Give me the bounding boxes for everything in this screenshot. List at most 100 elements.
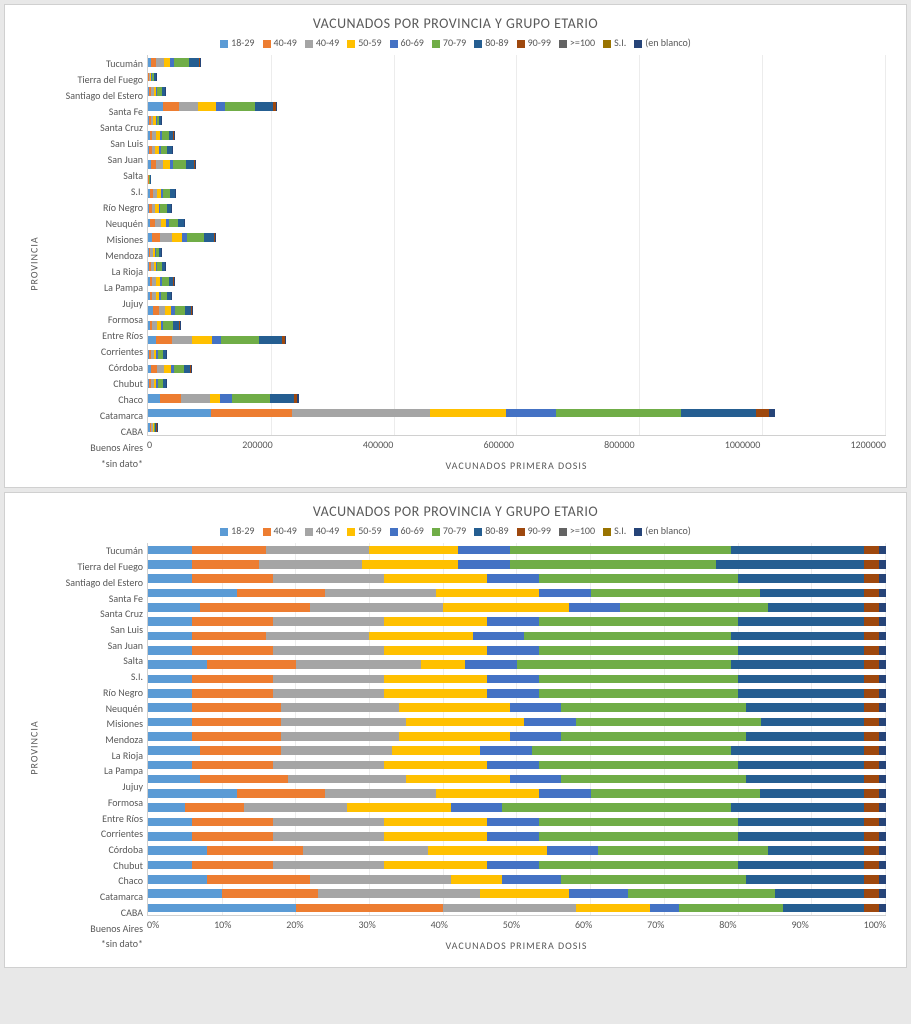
- bar-segment: [318, 889, 480, 898]
- x-tick-label: 50%: [503, 918, 520, 931]
- stacked-bar: [148, 189, 176, 198]
- legend-item: S.I.: [603, 36, 626, 49]
- legend-swatch: [305, 40, 313, 48]
- bar-row: [148, 772, 886, 786]
- stacked-bar: [148, 175, 151, 184]
- y-tick-label: Río Negro: [43, 686, 143, 699]
- bar-segment: [273, 861, 384, 870]
- y-tick-label: Córdoba: [43, 843, 143, 856]
- bar-segment: [879, 718, 886, 727]
- y-tick-label: La Rioja: [43, 749, 143, 762]
- x-axis-title: VACUNADOS PRIMERA DOSIS: [147, 459, 886, 472]
- bar-segment: [879, 574, 886, 583]
- bar-segment: [864, 689, 879, 698]
- bar-segment: [561, 875, 746, 884]
- bar-segment: [159, 306, 166, 315]
- bar-row: [148, 289, 886, 304]
- stacked-bar: [148, 131, 174, 140]
- bar-segment: [864, 846, 879, 855]
- bar-segment: [864, 703, 879, 712]
- bar-segment: [879, 904, 886, 913]
- y-tick-label: Buenos Aires: [43, 922, 143, 935]
- bar-row: [148, 260, 886, 275]
- bar-segment: [175, 306, 185, 315]
- bars-container: [148, 55, 886, 435]
- bar-segment: [506, 409, 556, 418]
- bar-segment: [148, 660, 207, 669]
- bar-row: [148, 157, 886, 172]
- bar-row: [148, 786, 886, 800]
- y-tick-label: Jujuy: [43, 780, 143, 793]
- bar-segment: [598, 846, 768, 855]
- bar-segment: [216, 102, 225, 111]
- bar-segment: [864, 875, 879, 884]
- bar-segment: [399, 732, 510, 741]
- bar-segment: [864, 560, 879, 569]
- y-tick-label: San Luis: [43, 137, 143, 150]
- bar-segment: [879, 846, 886, 855]
- bar-segment: [731, 746, 864, 755]
- bar-segment: [192, 703, 281, 712]
- stacked-bar: [148, 904, 886, 913]
- bar-segment: [273, 832, 384, 841]
- legend-swatch: [390, 528, 398, 536]
- bar-row: [148, 672, 886, 686]
- bar-segment: [731, 546, 864, 555]
- bar-row: [148, 829, 886, 843]
- y-axis-title: PROVINCIA: [28, 236, 41, 290]
- bar-segment: [561, 775, 746, 784]
- y-tick-label: Santa Fe: [43, 105, 143, 118]
- stacked-bar: [148, 718, 886, 727]
- bar-row: [148, 858, 886, 872]
- stacked-bar: [148, 875, 886, 884]
- y-tick-label: Tierra del Fuego: [43, 73, 143, 86]
- legend-item: 90-99: [517, 524, 551, 537]
- bar-segment: [879, 775, 886, 784]
- bar-segment: [200, 746, 281, 755]
- stacked-bar: [148, 832, 886, 841]
- legend-swatch: [603, 528, 611, 536]
- y-tick-label: Salta: [43, 169, 143, 182]
- bar-row: [148, 715, 886, 729]
- bar-segment: [539, 818, 738, 827]
- chart-body: PROVINCIA TucumánTierra del FuegoSantiag…: [25, 543, 886, 952]
- y-tick-label: Chubut: [43, 377, 143, 390]
- bar-segment: [406, 775, 509, 784]
- bar-segment: [756, 409, 769, 418]
- bar-segment: [148, 589, 237, 598]
- bar-segment: [760, 589, 863, 598]
- stacked-bar: [148, 321, 180, 330]
- bar-segment: [539, 789, 591, 798]
- x-axis-ticks: 020000040000060000080000010000001200000: [147, 438, 886, 451]
- x-tick-label: 60%: [575, 918, 592, 931]
- y-tick-label: Santiago del Estero: [43, 89, 143, 102]
- bar-segment: [879, 689, 886, 698]
- bar-segment: [510, 703, 562, 712]
- legend-swatch: [305, 528, 313, 536]
- bar-segment: [487, 761, 539, 770]
- bar-row: [148, 801, 886, 815]
- y-tick-label: Catamarca: [43, 409, 143, 422]
- bar-segment: [384, 818, 487, 827]
- y-axis-title-wrap: PROVINCIA: [25, 55, 43, 472]
- bar-segment: [384, 617, 487, 626]
- bar-row: [148, 362, 886, 377]
- bar-segment: [225, 102, 255, 111]
- bar-segment: [169, 219, 178, 228]
- stacked-bar: [148, 204, 171, 213]
- bar-segment: [172, 233, 183, 242]
- stacked-bar: [148, 689, 886, 698]
- bar-segment: [148, 632, 192, 641]
- bar-row: [148, 245, 886, 260]
- stacked-bar: [148, 560, 886, 569]
- y-tick-label: Catamarca: [43, 890, 143, 903]
- bar-segment: [148, 732, 192, 741]
- x-axis-ticks: 0%10%20%30%40%50%60%70%80%90%100%: [147, 918, 886, 931]
- bar-segment: [384, 689, 487, 698]
- bar-row: [148, 844, 886, 858]
- bar-segment: [163, 160, 170, 169]
- bar-segment: [220, 394, 232, 403]
- x-tick-label: 0%: [147, 918, 159, 931]
- y-axis-title-wrap: PROVINCIA: [25, 543, 43, 952]
- x-tick-label: 1000000: [725, 438, 760, 451]
